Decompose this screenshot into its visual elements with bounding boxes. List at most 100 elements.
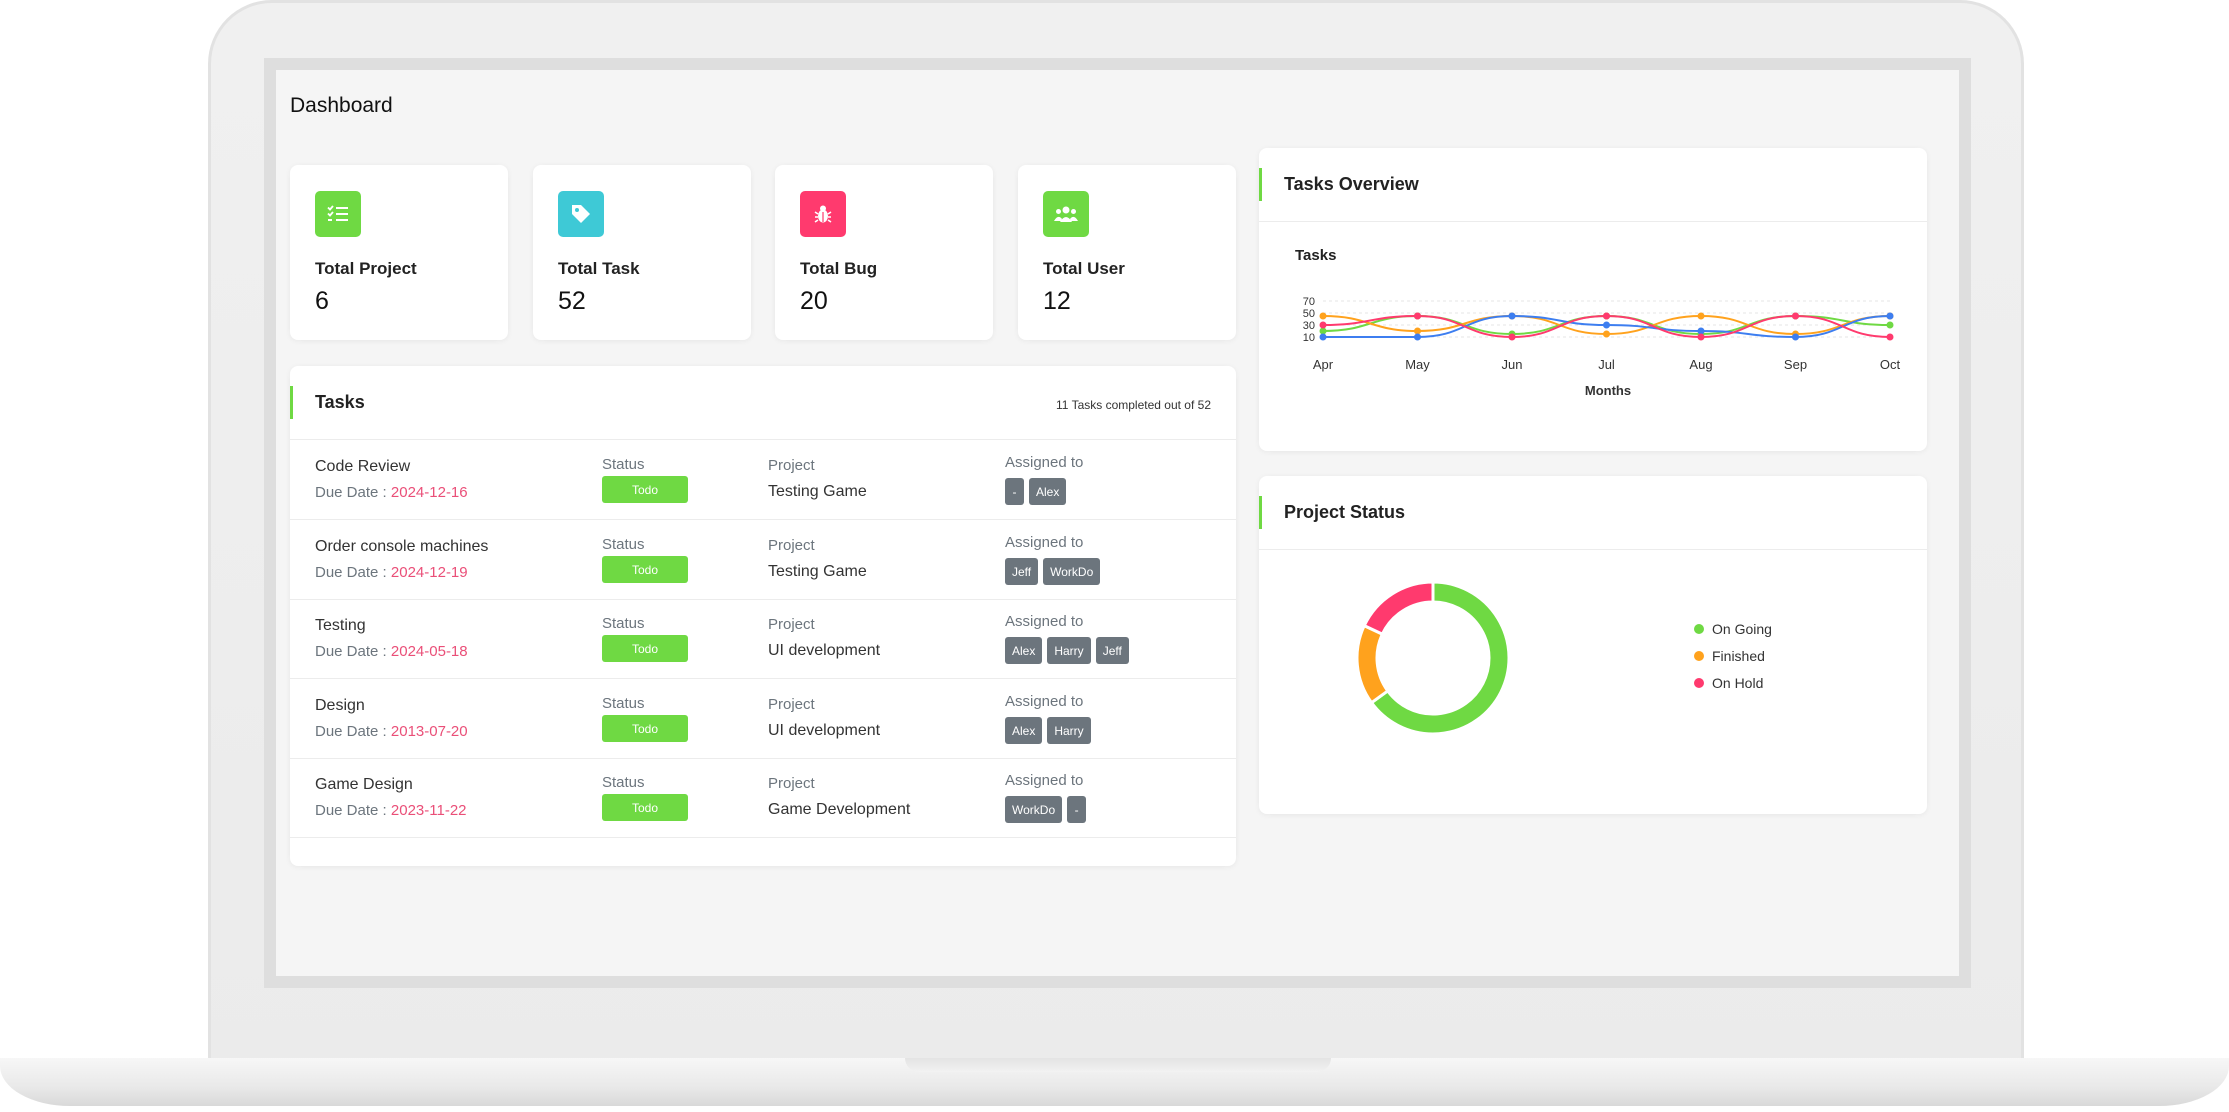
donut-slice bbox=[1369, 580, 1511, 736]
task-row[interactable]: Code Review Due Date : 2024-12-16 Status… bbox=[290, 440, 1236, 520]
task-name[interactable]: Game Design bbox=[315, 776, 413, 793]
due-date-line: Due Date : 2024-05-18 bbox=[315, 643, 468, 660]
status-label: Status bbox=[602, 774, 645, 791]
tasks-overview-title: Tasks Overview bbox=[1284, 174, 1419, 194]
assignee-chip[interactable]: Alex bbox=[1005, 637, 1043, 664]
task-name[interactable]: Code Review bbox=[315, 458, 411, 475]
assignee-chip[interactable]: Harry bbox=[1047, 717, 1091, 744]
project-label: Project bbox=[768, 457, 815, 474]
header-accent bbox=[1259, 168, 1262, 201]
y-tick-label: 70 bbox=[1303, 296, 1315, 308]
due-date-line: Due Date : 2024-12-16 bbox=[315, 484, 468, 501]
task-name[interactable]: Order console machines bbox=[315, 538, 489, 555]
data-point bbox=[1603, 312, 1610, 320]
legend-item-finished[interactable]: Finished bbox=[1694, 648, 1765, 664]
y-tick-label: 50 bbox=[1303, 308, 1315, 320]
assignee-chip[interactable]: Alex bbox=[1005, 717, 1043, 744]
data-point bbox=[1697, 327, 1705, 335]
donut-slice bbox=[1362, 580, 1435, 637]
legend-dot-on-hold bbox=[1694, 678, 1704, 688]
status-badge: Todo bbox=[602, 556, 688, 583]
data-point bbox=[1508, 333, 1516, 341]
due-date-line: Due Date : 2024-12-19 bbox=[315, 564, 468, 581]
stat-label: Total Project bbox=[315, 259, 417, 278]
donut-slice bbox=[1355, 623, 1390, 705]
data-point bbox=[1697, 312, 1705, 320]
stat-card-total-project[interactable]: Total Project 6 bbox=[290, 165, 508, 340]
legend-dot-finished bbox=[1694, 651, 1704, 661]
users-icon bbox=[1043, 191, 1089, 237]
due-date: 2024-12-19 bbox=[390, 564, 468, 581]
project-label: Project bbox=[768, 775, 815, 792]
assignee-chip[interactable]: WorkDo bbox=[1043, 558, 1101, 585]
assigned-label: Assigned to bbox=[1005, 772, 1084, 789]
legend-item-on-going[interactable]: On Going bbox=[1694, 621, 1772, 637]
due-label: Due Date : bbox=[315, 643, 387, 660]
data-point bbox=[1508, 312, 1516, 320]
chart-title: Tasks bbox=[1295, 247, 1336, 264]
laptop-notch bbox=[905, 1058, 1331, 1072]
legend-label: On Hold bbox=[1712, 675, 1764, 691]
task-row[interactable]: Design Due Date : 2013-07-20 Status Todo… bbox=[290, 679, 1236, 759]
task-row[interactable]: Testing Due Date : 2024-05-18 Status Tod… bbox=[290, 599, 1236, 679]
assignee-chip[interactable]: WorkDo bbox=[1005, 796, 1063, 823]
project-status-donut bbox=[1355, 580, 1511, 736]
due-label: Due Date : bbox=[315, 802, 387, 819]
status-label: Status bbox=[602, 695, 645, 712]
data-point bbox=[1603, 330, 1610, 338]
y-tick-label: 30 bbox=[1303, 320, 1315, 332]
x-tick-label: Apr bbox=[1313, 357, 1334, 372]
tasks-card-header: Tasks 11 Tasks completed out of 52 bbox=[290, 366, 1236, 440]
assignee-chip[interactable]: Jeff bbox=[1005, 558, 1039, 585]
data-point bbox=[1886, 312, 1894, 320]
x-axis-label: Months bbox=[1585, 383, 1631, 398]
data-point bbox=[1792, 333, 1799, 341]
stat-label: Total Bug bbox=[800, 259, 878, 278]
project-status-header: Project Status bbox=[1259, 476, 1927, 550]
data-point bbox=[1697, 333, 1705, 341]
x-tick-label: Oct bbox=[1880, 357, 1901, 372]
due-label: Due Date : bbox=[315, 484, 387, 501]
assignee-chip[interactable]: Alex bbox=[1029, 478, 1067, 505]
data-point bbox=[1319, 333, 1327, 341]
task-name[interactable]: Testing bbox=[315, 617, 366, 634]
data-point bbox=[1792, 312, 1799, 320]
task-row[interactable]: Order console machines Due Date : 2024-1… bbox=[290, 520, 1236, 600]
data-point bbox=[1886, 321, 1894, 329]
legend-dot-on-going bbox=[1694, 624, 1704, 634]
status-label: Status bbox=[602, 615, 645, 632]
dashboard-screen: Dashboard Total Project 6 Total Task 52 bbox=[276, 70, 1959, 976]
stat-card-total-task[interactable]: Total Task 52 bbox=[533, 165, 751, 340]
data-point bbox=[1414, 327, 1421, 335]
assignee-list: WorkDo - bbox=[1005, 796, 1087, 823]
x-tick-label: Sep bbox=[1784, 357, 1807, 372]
assigned-label: Assigned to bbox=[1005, 534, 1084, 551]
due-label: Due Date : bbox=[315, 723, 387, 740]
project-name: UI development bbox=[768, 722, 881, 739]
assignee-chip[interactable]: Harry bbox=[1047, 637, 1091, 664]
stat-card-total-bug[interactable]: Total Bug 20 bbox=[775, 165, 993, 340]
task-name[interactable]: Design bbox=[315, 697, 365, 714]
stat-value: 20 bbox=[800, 287, 828, 315]
assignee-chip[interactable]: - bbox=[1067, 796, 1087, 823]
status-badge: Todo bbox=[602, 635, 688, 662]
tasks-overview-header: Tasks Overview bbox=[1259, 148, 1927, 222]
due-date-line: Due Date : 2023-11-22 bbox=[315, 802, 467, 819]
x-tick-label: May bbox=[1405, 357, 1430, 372]
assigned-label: Assigned to bbox=[1005, 613, 1084, 630]
stat-card-total-user[interactable]: Total User 12 bbox=[1018, 165, 1236, 340]
bug-icon bbox=[800, 191, 846, 237]
assignee-chip[interactable]: Jeff bbox=[1095, 637, 1129, 664]
x-tick-label: Jun bbox=[1502, 357, 1523, 372]
tasks-overview-card: Tasks Overview Tasks Months 10 30 50 70 Apr M… bbox=[1259, 148, 1927, 451]
assigned-label: Assigned to bbox=[1005, 693, 1084, 710]
status-badge: Todo bbox=[602, 794, 688, 821]
stat-value: 12 bbox=[1043, 287, 1071, 315]
assignee-list: Alex Harry bbox=[1005, 717, 1091, 744]
project-status-title: Project Status bbox=[1284, 502, 1406, 522]
task-row[interactable]: Game Design Due Date : 2023-11-22 Status… bbox=[290, 758, 1236, 838]
legend-item-on-hold[interactable]: On Hold bbox=[1694, 675, 1763, 691]
project-name: UI development bbox=[768, 642, 881, 659]
assignee-chip[interactable]: - bbox=[1005, 478, 1024, 505]
